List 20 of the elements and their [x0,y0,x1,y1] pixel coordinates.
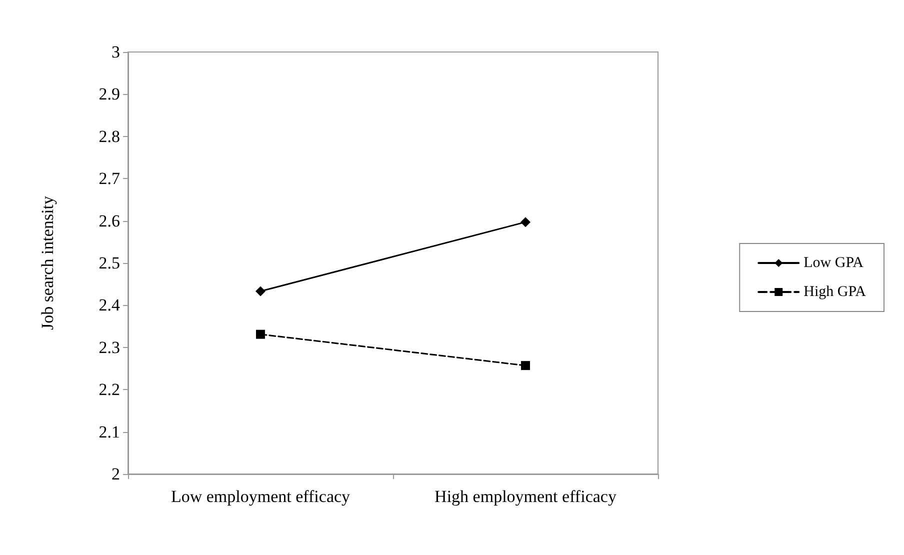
point [520,217,530,228]
legend-label: High GPA [804,284,866,300]
point [256,286,266,296]
y-tick-label: 2.5 [98,254,120,272]
point [256,330,265,339]
y-tick-label: 2.2 [98,380,120,400]
y-tick-label: 2.8 [98,126,120,146]
x-tick-label: Low employment efficacy [170,487,351,506]
y-tick-label: 2.3 [98,338,120,357]
legend-label: Low GPA [804,255,864,271]
y-tick-label: 2.6 [98,211,120,230]
y-tick-label: 2 [112,464,120,484]
y-tick-label: 2.4 [98,296,120,315]
y-tick-label: 3 [112,42,120,62]
point [521,361,530,370]
y-tick-label: 2.9 [98,84,120,104]
y-axis-title: Job search intensity [38,195,57,330]
y-tick-label: 2.7 [98,169,120,188]
y-tick-label: 2.1 [98,422,120,442]
x-tick-label: High employment efficacy [434,487,617,506]
